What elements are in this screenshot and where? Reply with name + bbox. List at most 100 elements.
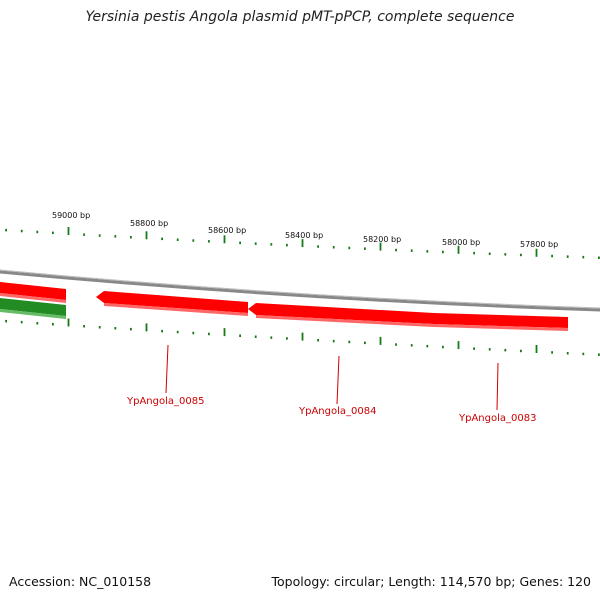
ruler-minor-tick <box>176 330 179 334</box>
ruler-minor-tick <box>410 344 413 347</box>
ruler-minor-tick <box>566 255 569 258</box>
ruler-label: 58800 bp <box>130 219 168 228</box>
ruler-minor-tick <box>442 250 444 254</box>
ruler-major-tick <box>223 328 226 337</box>
ruler-minor-tick <box>598 256 600 259</box>
ruler-minor-tick <box>20 229 23 233</box>
ruler-major-tick <box>145 323 148 332</box>
gene-fragment-forward[interactable] <box>0 282 66 303</box>
ruler-minor-tick <box>426 250 429 253</box>
ruler-minor-tick <box>504 253 507 256</box>
gene-arrow-ypangola-0085[interactable] <box>96 291 248 316</box>
topology-summary: Topology: circular; Length: 114,570 bp; … <box>271 574 592 589</box>
gene-leader-line <box>165 344 169 394</box>
ruler-minor-tick <box>130 327 132 331</box>
ruler-label: 58600 bp <box>208 226 246 235</box>
ruler-minor-tick <box>410 249 413 252</box>
ruler-minor-tick <box>5 319 7 323</box>
ruler-minor-tick <box>473 347 475 350</box>
ruler-minor-tick <box>83 325 85 328</box>
ruler-major-tick <box>535 248 538 257</box>
ruler-minor-tick <box>254 335 257 338</box>
ruler-minor-tick <box>83 233 85 236</box>
ruler-minor-tick <box>395 343 397 346</box>
ruler-minor-tick <box>98 326 101 329</box>
ruler-minor-tick <box>364 341 366 345</box>
ruler-label: 58200 bp <box>363 235 401 244</box>
gene-leader-line <box>336 355 340 405</box>
ruler-minor-tick <box>239 334 241 337</box>
outer-ruler-ticks <box>5 227 600 259</box>
ruler-minor-tick <box>114 327 117 330</box>
ruler-minor-tick <box>442 345 444 349</box>
ruler-minor-tick <box>270 336 273 339</box>
ruler-minor-tick <box>130 236 132 239</box>
ruler-minor-tick <box>566 352 569 355</box>
ruler-minor-tick <box>473 251 475 255</box>
ruler-major-tick <box>457 245 460 254</box>
ruler-minor-tick <box>270 243 273 246</box>
sequence-backbone <box>0 270 600 312</box>
ruler-minor-tick <box>254 242 257 245</box>
ruler-minor-tick <box>332 246 335 249</box>
ruler-minor-tick <box>36 322 39 325</box>
ruler-minor-tick <box>239 241 241 245</box>
ruler-major-tick <box>301 239 304 248</box>
ruler-minor-tick <box>520 349 522 353</box>
ruler-minor-tick <box>317 245 319 248</box>
ruler-minor-tick <box>161 329 163 333</box>
ruler-minor-tick <box>114 235 117 238</box>
ruler-minor-tick <box>317 339 319 342</box>
gene-label-ypangola-0083[interactable]: YpAngola_0083 <box>458 413 536 424</box>
gene-leader-line <box>496 362 499 411</box>
ruler-minor-tick <box>20 320 23 324</box>
ruler-minor-tick <box>98 234 101 237</box>
ruler-minor-tick <box>582 255 585 259</box>
map-title: Yersinia pestis Angola plasmid pMT-pPCP,… <box>85 9 515 25</box>
ruler-major-tick <box>379 242 382 251</box>
ruler-minor-tick <box>520 253 522 257</box>
ruler-minor-tick <box>36 230 39 234</box>
ruler-label: 57800 bp <box>520 240 558 249</box>
ruler-minor-tick <box>192 239 195 242</box>
ruler-minor-tick <box>488 348 491 351</box>
ruler-major-tick <box>67 318 70 327</box>
ruler-minor-tick <box>551 254 553 258</box>
inner-ruler-ticks <box>5 318 600 356</box>
accession-text: Accession: NC_010158 <box>9 574 152 589</box>
gene-arrow-ypangola-0083[interactable] <box>434 313 568 331</box>
ruler-major-tick <box>301 332 304 341</box>
ruler-minor-tick <box>208 240 210 243</box>
ruler-major-tick <box>535 345 538 353</box>
ruler-minor-tick <box>192 331 195 335</box>
ruler-minor-tick <box>551 351 553 354</box>
ruler-minor-tick <box>598 353 600 356</box>
ruler-minor-tick <box>348 246 351 250</box>
ruler-minor-tick <box>395 248 397 252</box>
ruler-minor-tick <box>332 339 335 343</box>
gene-fragment-reverse[interactable] <box>0 298 66 319</box>
ruler-minor-tick <box>348 340 351 344</box>
ruler-minor-tick <box>52 231 54 235</box>
gene-arrow-ypangola-0084[interactable] <box>248 303 434 327</box>
ruler-label: 59000 bp <box>52 211 90 220</box>
ruler-major-tick <box>145 231 148 240</box>
gene-label-ypangola-0085[interactable]: YpAngola_0085 <box>126 396 204 407</box>
ruler-minor-tick <box>364 247 366 250</box>
ruler-major-tick <box>379 336 382 345</box>
gene-label-ypangola-0084[interactable]: YpAngola_0084 <box>298 406 376 417</box>
ruler-labels: 59000 bp 58800 bp 58600 bp 58400 bp 5820… <box>52 211 558 249</box>
ruler-minor-tick <box>426 344 429 348</box>
ruler-minor-tick <box>504 348 507 352</box>
ruler-minor-tick <box>208 332 210 336</box>
ruler-minor-tick <box>176 238 179 241</box>
ruler-minor-tick <box>488 252 491 255</box>
ruler-minor-tick <box>5 228 7 232</box>
ruler-major-tick <box>67 227 70 235</box>
ruler-minor-tick <box>161 237 163 241</box>
ruler-label: 58400 bp <box>285 231 323 240</box>
ruler-label: 58000 bp <box>442 238 480 247</box>
ruler-major-tick <box>457 341 460 350</box>
ruler-major-tick <box>223 235 226 244</box>
